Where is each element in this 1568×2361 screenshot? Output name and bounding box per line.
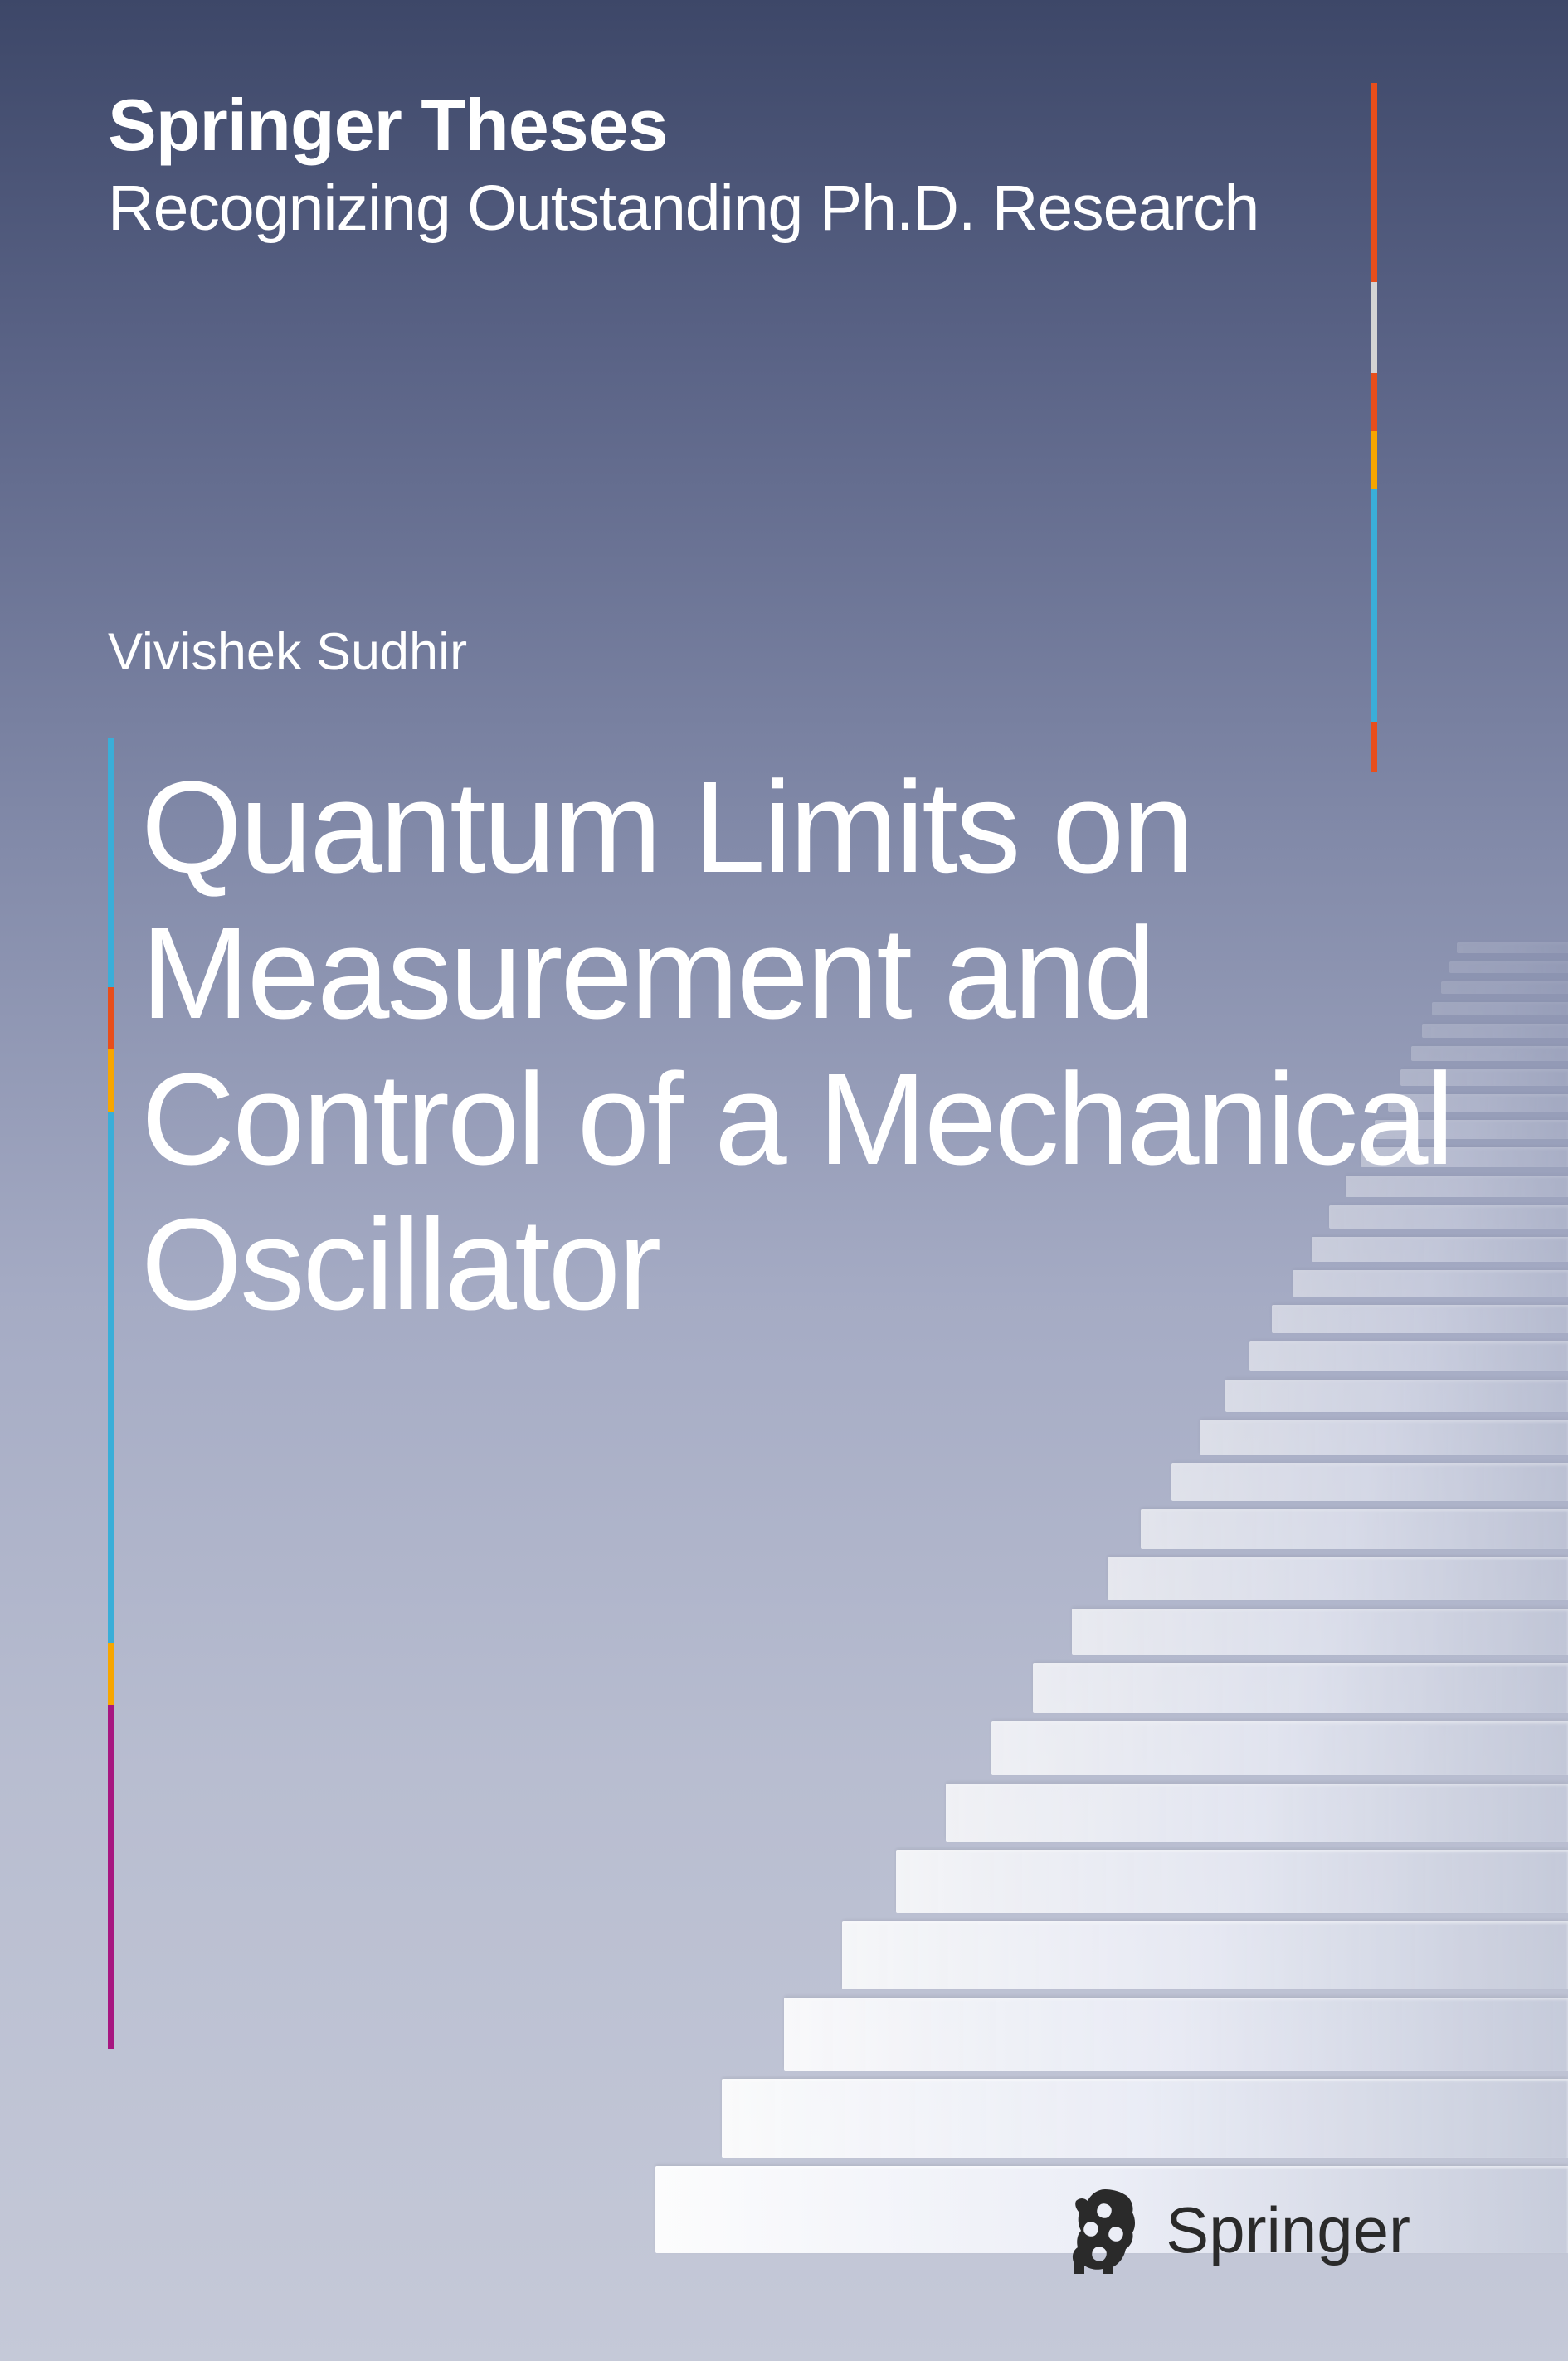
publisher-name: Springer [1166, 2193, 1410, 2268]
stripe-left [108, 738, 114, 2049]
series-subtitle: Recognizing Outstanding Ph.D. Research [108, 172, 1259, 246]
stripe-right [1371, 83, 1377, 772]
author-name: Vivishek Sudhir [108, 622, 467, 682]
springer-horse-icon [1066, 2183, 1145, 2278]
series-header: Springer Theses Recognizing Outstanding … [108, 83, 1259, 246]
publisher-block: Springer [1066, 2183, 1410, 2278]
stairs-graphic [655, 428, 1568, 2253]
series-title: Springer Theses [108, 83, 1259, 168]
title-block: Quantum Limits on Measurement and Contro… [141, 755, 1518, 1338]
book-title: Quantum Limits on Measurement and Contro… [141, 755, 1518, 1338]
